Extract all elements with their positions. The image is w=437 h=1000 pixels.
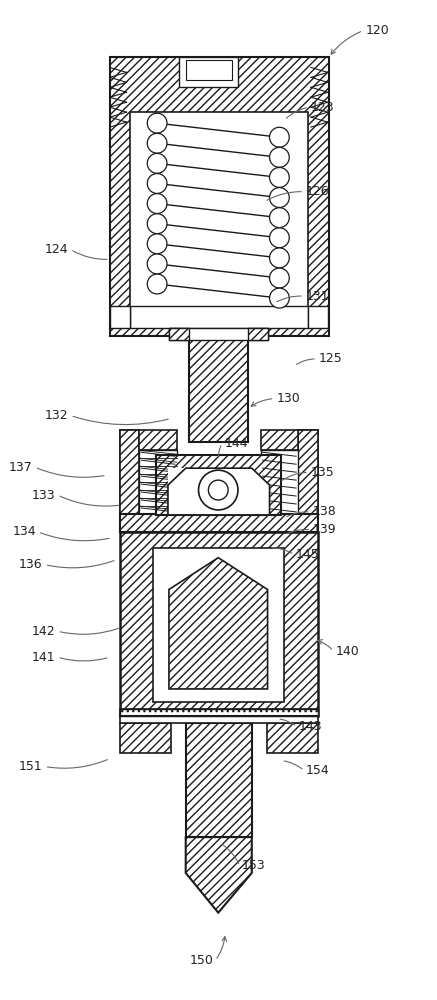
Text: 120: 120 [365, 24, 389, 37]
Bar [248, 328, 267, 340]
Text: 153: 153 [242, 859, 266, 872]
Polygon shape [169, 558, 267, 689]
Text: 137: 137 [9, 461, 33, 474]
Bar [129, 306, 308, 328]
Bar [156, 455, 281, 515]
Bar [120, 709, 318, 723]
Text: 138: 138 [313, 505, 336, 518]
Text: 145: 145 [296, 548, 320, 561]
Circle shape [147, 254, 167, 274]
Text: 132: 132 [45, 409, 68, 422]
Circle shape [270, 248, 289, 268]
Bar [267, 723, 318, 753]
Polygon shape [168, 468, 270, 515]
Bar [179, 57, 238, 87]
Circle shape [270, 288, 289, 308]
Circle shape [147, 174, 167, 193]
Bar [120, 430, 139, 514]
Text: 130: 130 [277, 392, 300, 405]
Text: 144: 144 [224, 437, 248, 450]
Bar [110, 306, 129, 328]
Text: 126: 126 [306, 185, 329, 198]
Bar [298, 430, 318, 514]
Circle shape [270, 147, 289, 167]
Bar [186, 60, 232, 80]
Text: 139: 139 [313, 523, 336, 536]
Circle shape [147, 194, 167, 214]
Text: 136: 136 [19, 558, 43, 571]
Circle shape [147, 113, 167, 133]
Circle shape [270, 268, 289, 288]
Bar [168, 468, 208, 515]
Text: 134: 134 [12, 525, 36, 538]
Circle shape [147, 234, 167, 254]
Bar [120, 532, 318, 716]
Bar [153, 548, 284, 702]
Bar [120, 709, 318, 716]
Bar [260, 450, 298, 514]
Bar [139, 430, 177, 450]
Bar [169, 328, 267, 340]
Circle shape [270, 167, 289, 187]
Bar [308, 306, 328, 328]
Bar [186, 723, 252, 837]
Bar [189, 328, 248, 442]
Bar [110, 57, 329, 336]
Circle shape [147, 153, 167, 173]
Text: 135: 135 [311, 466, 335, 479]
Text: 131: 131 [306, 290, 329, 303]
Circle shape [270, 188, 289, 207]
Text: 150: 150 [190, 954, 213, 967]
Bar [120, 430, 139, 514]
Circle shape [270, 228, 289, 248]
Text: 142: 142 [32, 625, 55, 638]
Polygon shape [186, 837, 252, 913]
Bar [169, 328, 189, 340]
Circle shape [147, 133, 167, 153]
Text: 140: 140 [336, 645, 359, 658]
Circle shape [147, 214, 167, 234]
Text: 124: 124 [45, 243, 68, 256]
Circle shape [208, 480, 228, 500]
Bar [139, 450, 177, 514]
Text: 125: 125 [319, 352, 343, 365]
Bar [120, 723, 171, 753]
Bar [129, 112, 308, 311]
Text: 151: 151 [19, 760, 43, 773]
Text: 133: 133 [32, 489, 55, 502]
Text: 143: 143 [299, 720, 323, 733]
Text: 154: 154 [306, 764, 330, 777]
Circle shape [147, 274, 167, 294]
Bar [120, 514, 318, 532]
Circle shape [270, 208, 289, 228]
Text: 123: 123 [311, 101, 335, 114]
Bar [298, 430, 318, 514]
Circle shape [198, 470, 238, 510]
Text: 141: 141 [32, 651, 55, 664]
Bar [260, 430, 298, 450]
Circle shape [270, 127, 289, 147]
